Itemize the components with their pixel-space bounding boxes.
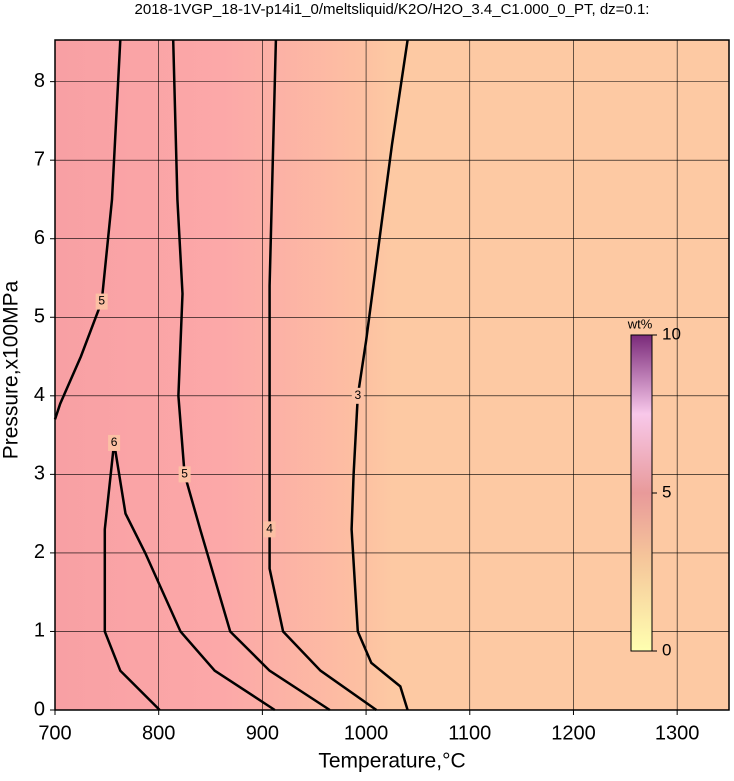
- x-tick-label: 1300: [655, 722, 700, 744]
- x-tick-label: 1100: [448, 722, 491, 744]
- contour-label-bg: [178, 466, 191, 483]
- contour-label-bg: [108, 434, 121, 451]
- contour-label: 5: [181, 467, 188, 481]
- contour-label: 6: [111, 435, 118, 449]
- contour-label: 5: [98, 294, 105, 308]
- y-tick-label: 2: [34, 541, 45, 563]
- x-tick-label: 700: [38, 722, 71, 744]
- y-tick-label: 6: [34, 227, 45, 249]
- contour-line: [350, 39, 409, 711]
- x-axis-label: Temperature,°C: [318, 750, 465, 773]
- chart-title: 2018-1VGP_18-1V-p14i1_0/meltsliquid/K2O/…: [135, 1, 650, 18]
- colorbar-tick-label: 0: [662, 640, 671, 659]
- contour-label-bg: [351, 387, 364, 404]
- contour-label-bg: [95, 293, 108, 310]
- contour-line: [103, 442, 276, 712]
- x-tick-label: 1000: [344, 722, 389, 744]
- y-tick-label: 3: [34, 463, 45, 485]
- y-tick-label: 5: [34, 306, 45, 328]
- contours: 3 4 5 6 5: [53, 39, 409, 712]
- colorbar-tick-label: 5: [662, 482, 671, 501]
- y-tick-label: 4: [34, 384, 45, 406]
- contour-label-bg: [263, 521, 276, 538]
- colorbar: wt% 0 5 10: [627, 316, 681, 659]
- colorbar-scale: [630, 334, 653, 652]
- x-tick-label: 1200: [551, 722, 596, 744]
- colorbar-tick-label: 10: [662, 324, 681, 343]
- y-tick-label: 8: [34, 70, 45, 92]
- y-axis-label: Pressure,x100MPa: [0, 280, 23, 459]
- contour-line: [53, 39, 122, 420]
- colorbar-label: wt%: [627, 316, 653, 331]
- contour-label: 3: [354, 388, 361, 402]
- y-tick-label: 7: [34, 148, 45, 170]
- contour-label: 4: [266, 522, 273, 536]
- x-tick-label: 800: [142, 722, 175, 744]
- plot-frame: [54, 39, 730, 711]
- y-tick-label: 0: [34, 698, 45, 720]
- y-tick-label: 1: [34, 620, 45, 642]
- x-tick-label: 900: [246, 722, 279, 744]
